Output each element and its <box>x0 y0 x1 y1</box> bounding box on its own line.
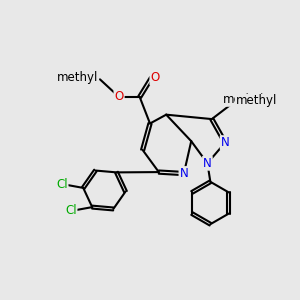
Text: methyl: methyl <box>57 71 98 84</box>
Text: O: O <box>150 71 160 84</box>
Text: Cl: Cl <box>56 178 68 191</box>
Text: methyl: methyl <box>236 94 277 107</box>
Text: methyl: methyl <box>223 93 264 106</box>
Text: N: N <box>179 167 188 180</box>
Text: Cl: Cl <box>65 204 76 217</box>
Text: N: N <box>203 157 212 170</box>
Text: O: O <box>115 91 124 103</box>
Text: N: N <box>221 136 230 149</box>
